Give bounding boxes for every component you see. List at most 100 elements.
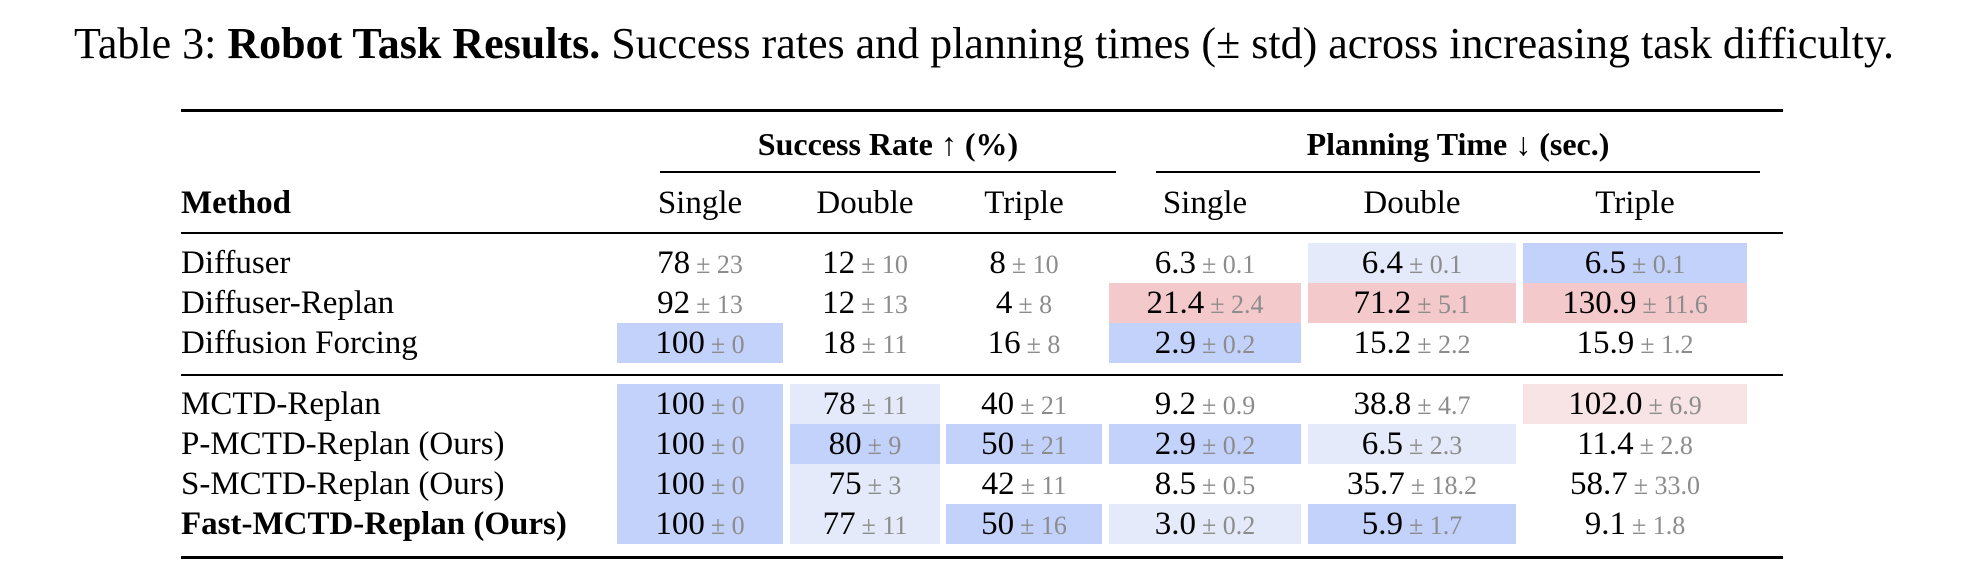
cell-pt-single: 3.0 ± 0.2 <box>1109 504 1301 544</box>
cell-sr-single: 100 ± 0 <box>617 384 783 424</box>
cell-std: ± 0.2 <box>1201 330 1256 359</box>
cell-mean: 80 <box>828 426 862 462</box>
cell-mean: 8.5 <box>1154 466 1196 502</box>
table-caption: Table 3: Robot Task Results. Success rat… <box>0 12 1968 76</box>
cell-std: ± 2.3 <box>1408 431 1463 460</box>
cell-mean: 102.0 <box>1568 386 1643 422</box>
cell-std: ± 1.7 <box>1408 511 1463 540</box>
cell-std: ± 5.1 <box>1417 290 1471 319</box>
cell-mean: 8 <box>989 245 1006 281</box>
cell-sr-double: 12 ± 10 <box>790 243 940 283</box>
table-row: Diffusion Forcing 100 ± 0 18 ± 11 16 ± 8 2.9 ± 0… <box>0 323 1968 363</box>
cell-std: ± 0.2 <box>1201 431 1256 460</box>
planning-time-underline <box>1156 171 1760 173</box>
method-name: P-MCTD-Replan (Ours) <box>181 426 505 462</box>
cell-std: ± 8 <box>1018 290 1053 319</box>
table-row: Diffuser-Replan 92 ± 13 12 ± 13 4 ± 8 21.4 ± 2.4… <box>0 283 1968 323</box>
column-header-pt-triple: Triple <box>1595 185 1675 221</box>
caption-text: Success rates and planning times (± std)… <box>611 19 1894 68</box>
cell-sr-triple: 16 ± 8 <box>946 323 1102 363</box>
cell-std: ± 3 <box>867 471 902 500</box>
cell-sr-single: 100 ± 0 <box>617 504 783 544</box>
cell-mean: 2.9 <box>1154 426 1196 462</box>
cell-sr-triple: 8 ± 10 <box>946 243 1102 283</box>
cell-std: ± 0.1 <box>1631 250 1686 279</box>
table-row: Fast-MCTD-Replan (Ours) 100 ± 0 77 ± 11 50 ± 1… <box>0 504 1968 544</box>
cell-sr-triple: 50 ± 16 <box>946 504 1102 544</box>
cell-std: ± 18.2 <box>1410 471 1478 500</box>
cell-std: ± 11 <box>1020 471 1067 500</box>
method-name: Diffuser <box>181 245 291 281</box>
cell-sr-double: 78 ± 11 <box>790 384 940 424</box>
cell-std: ± 0.2 <box>1201 511 1256 540</box>
cell-mean: 100 <box>655 506 705 542</box>
cell-sr-single: 100 ± 0 <box>617 323 783 363</box>
cell-mean: 12 <box>822 285 856 321</box>
cell-std: ± 0 <box>710 391 745 420</box>
cell-mean: 38.8 <box>1353 386 1412 422</box>
cell-pt-single: 2.9 ± 0.2 <box>1109 424 1301 464</box>
cell-sr-triple: 50 ± 21 <box>946 424 1102 464</box>
cell-mean: 50 <box>981 506 1015 542</box>
cell-sr-triple: 42 ± 11 <box>946 464 1102 504</box>
cell-mean: 6.5 <box>1584 245 1626 281</box>
column-header-sr-single: Single <box>657 185 743 221</box>
cell-pt-single: 8.5 ± 0.5 <box>1109 464 1301 504</box>
cell-std: ± 0 <box>710 471 745 500</box>
column-header-pt-single: Single <box>1162 185 1248 221</box>
cell-mean: 58.7 <box>1569 466 1628 502</box>
cell-std: ± 2.2 <box>1417 330 1471 359</box>
caption-title: Robot Task Results. <box>227 19 601 68</box>
cell-std: ± 9 <box>867 431 902 460</box>
cell-mean: 75 <box>828 466 862 502</box>
column-header-sr-triple: Triple <box>984 185 1064 221</box>
cell-std: ± 4.7 <box>1417 391 1471 420</box>
cell-sr-double: 80 ± 9 <box>790 424 940 464</box>
success-rate-group-header: Success Rate ↑ (%) <box>757 126 1019 162</box>
cell-mean: 4 <box>995 285 1013 321</box>
cell-mean: 100 <box>655 325 705 361</box>
cell-std: ± 2.8 <box>1639 431 1693 460</box>
cell-mean: 3.0 <box>1154 506 1196 542</box>
cell-mean: 18 <box>822 325 856 361</box>
method-name: Diffuser-Replan <box>181 285 395 321</box>
cell-pt-triple: 130.9 ± 11.6 <box>1523 283 1747 323</box>
column-header-sr-double: Double <box>816 185 914 221</box>
cell-mean: 9.1 <box>1584 506 1626 542</box>
cell-std: ± 10 <box>861 250 908 279</box>
bottom-rule <box>181 556 1783 559</box>
cell-sr-single: 100 ± 0 <box>617 424 783 464</box>
cell-mean: 2.9 <box>1154 325 1196 361</box>
cell-std: ± 0 <box>710 330 745 359</box>
cell-mean: 15.2 <box>1353 325 1412 361</box>
cell-pt-double: 35.7 ± 18.2 <box>1308 464 1516 504</box>
cell-sr-double: 18 ± 11 <box>790 323 940 363</box>
cell-std: ± 0 <box>710 511 745 540</box>
cell-sr-double: 12 ± 13 <box>790 283 940 323</box>
cell-std: ± 0.9 <box>1201 391 1256 420</box>
cell-mean: 100 <box>655 466 705 502</box>
cell-mean: 35.7 <box>1346 466 1405 502</box>
cell-mean: 11.4 <box>1577 426 1634 462</box>
cell-sr-double: 75 ± 3 <box>790 464 940 504</box>
cell-std: ± 21 <box>1020 431 1067 460</box>
group-separator-rule <box>181 374 1783 376</box>
cell-mean: 77 <box>822 506 856 542</box>
cell-mean: 130.9 <box>1562 285 1637 321</box>
cell-std: ± 33.0 <box>1633 471 1701 500</box>
cell-mean: 6.4 <box>1361 245 1403 281</box>
cell-std: ± 21 <box>1020 391 1067 420</box>
cell-std: ± 1.8 <box>1631 511 1686 540</box>
cell-sr-single: 78 ± 23 <box>617 243 783 283</box>
cell-std: ± 0.5 <box>1201 471 1256 500</box>
cell-std: ± 2.4 <box>1210 290 1264 319</box>
column-header-method: Method <box>181 185 291 221</box>
cell-pt-triple: 58.7 ± 33.0 <box>1523 464 1747 504</box>
cell-mean: 100 <box>655 386 705 422</box>
cell-mean: 5.9 <box>1361 506 1403 542</box>
cell-std: ± 1.2 <box>1640 330 1694 359</box>
cell-std: ± 13 <box>861 290 908 319</box>
cell-mean: 78 <box>822 386 856 422</box>
cell-pt-triple: 15.9 ± 1.2 <box>1523 323 1747 363</box>
cell-pt-single: 2.9 ± 0.2 <box>1109 323 1301 363</box>
